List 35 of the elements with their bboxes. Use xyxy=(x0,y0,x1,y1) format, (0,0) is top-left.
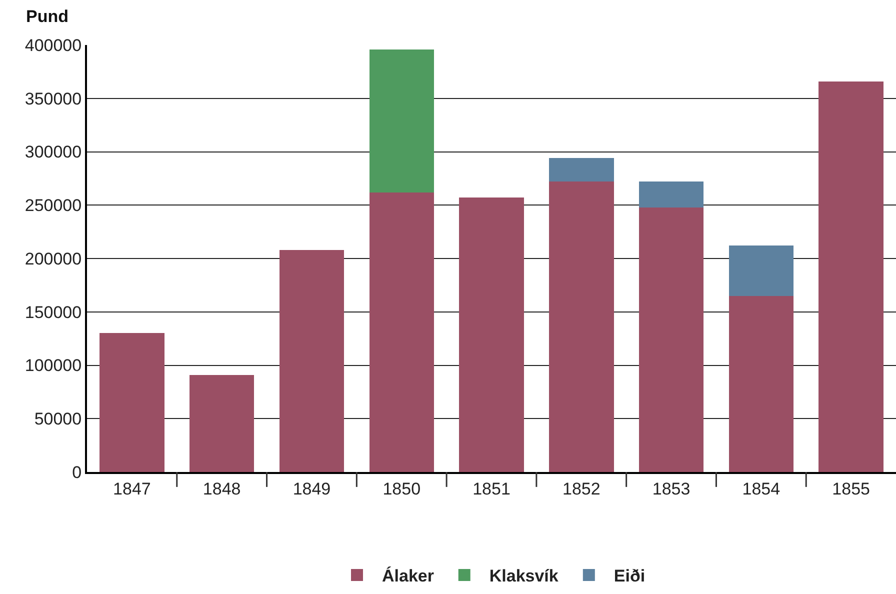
x-tick-label: 1854 xyxy=(742,479,780,498)
x-tick-label: 1847 xyxy=(113,479,151,498)
y-tick-label: 350000 xyxy=(24,89,82,108)
bar xyxy=(279,250,344,472)
y-tick-label: 400000 xyxy=(24,36,82,55)
x-tick-label: 1850 xyxy=(382,479,421,498)
x-tick-label: 1849 xyxy=(292,479,331,498)
x-tick-label: 1853 xyxy=(652,479,690,498)
bar xyxy=(369,192,434,472)
x-tick-label: 1855 xyxy=(832,479,870,498)
y-tick-label: 200000 xyxy=(24,249,82,268)
y-axis-title: Pund xyxy=(26,7,68,26)
bar xyxy=(728,246,794,296)
bar xyxy=(549,182,614,472)
legend-label: Eiði xyxy=(614,566,646,586)
x-tick-label: 1851 xyxy=(472,479,510,498)
y-tick-label: 100000 xyxy=(24,356,82,376)
bar xyxy=(189,374,254,472)
legend-label: Álaker xyxy=(382,566,434,586)
y-tick-label: 250000 xyxy=(24,196,82,216)
bar xyxy=(728,296,794,472)
x-tick-label: 1852 xyxy=(562,479,600,498)
legend-label: Klaksvík xyxy=(489,566,559,586)
y-tick-label: 300000 xyxy=(24,142,82,162)
bar xyxy=(549,158,614,182)
bar xyxy=(369,49,434,192)
bar xyxy=(638,182,704,208)
bar xyxy=(818,81,884,472)
x-tick-label: 1848 xyxy=(202,479,241,498)
y-tick-label: 50000 xyxy=(34,410,82,429)
y-tick-label: 0 xyxy=(72,462,82,482)
bar xyxy=(459,198,524,472)
bar xyxy=(100,333,164,472)
y-tick-label: 150000 xyxy=(24,302,82,322)
bar xyxy=(638,207,704,472)
